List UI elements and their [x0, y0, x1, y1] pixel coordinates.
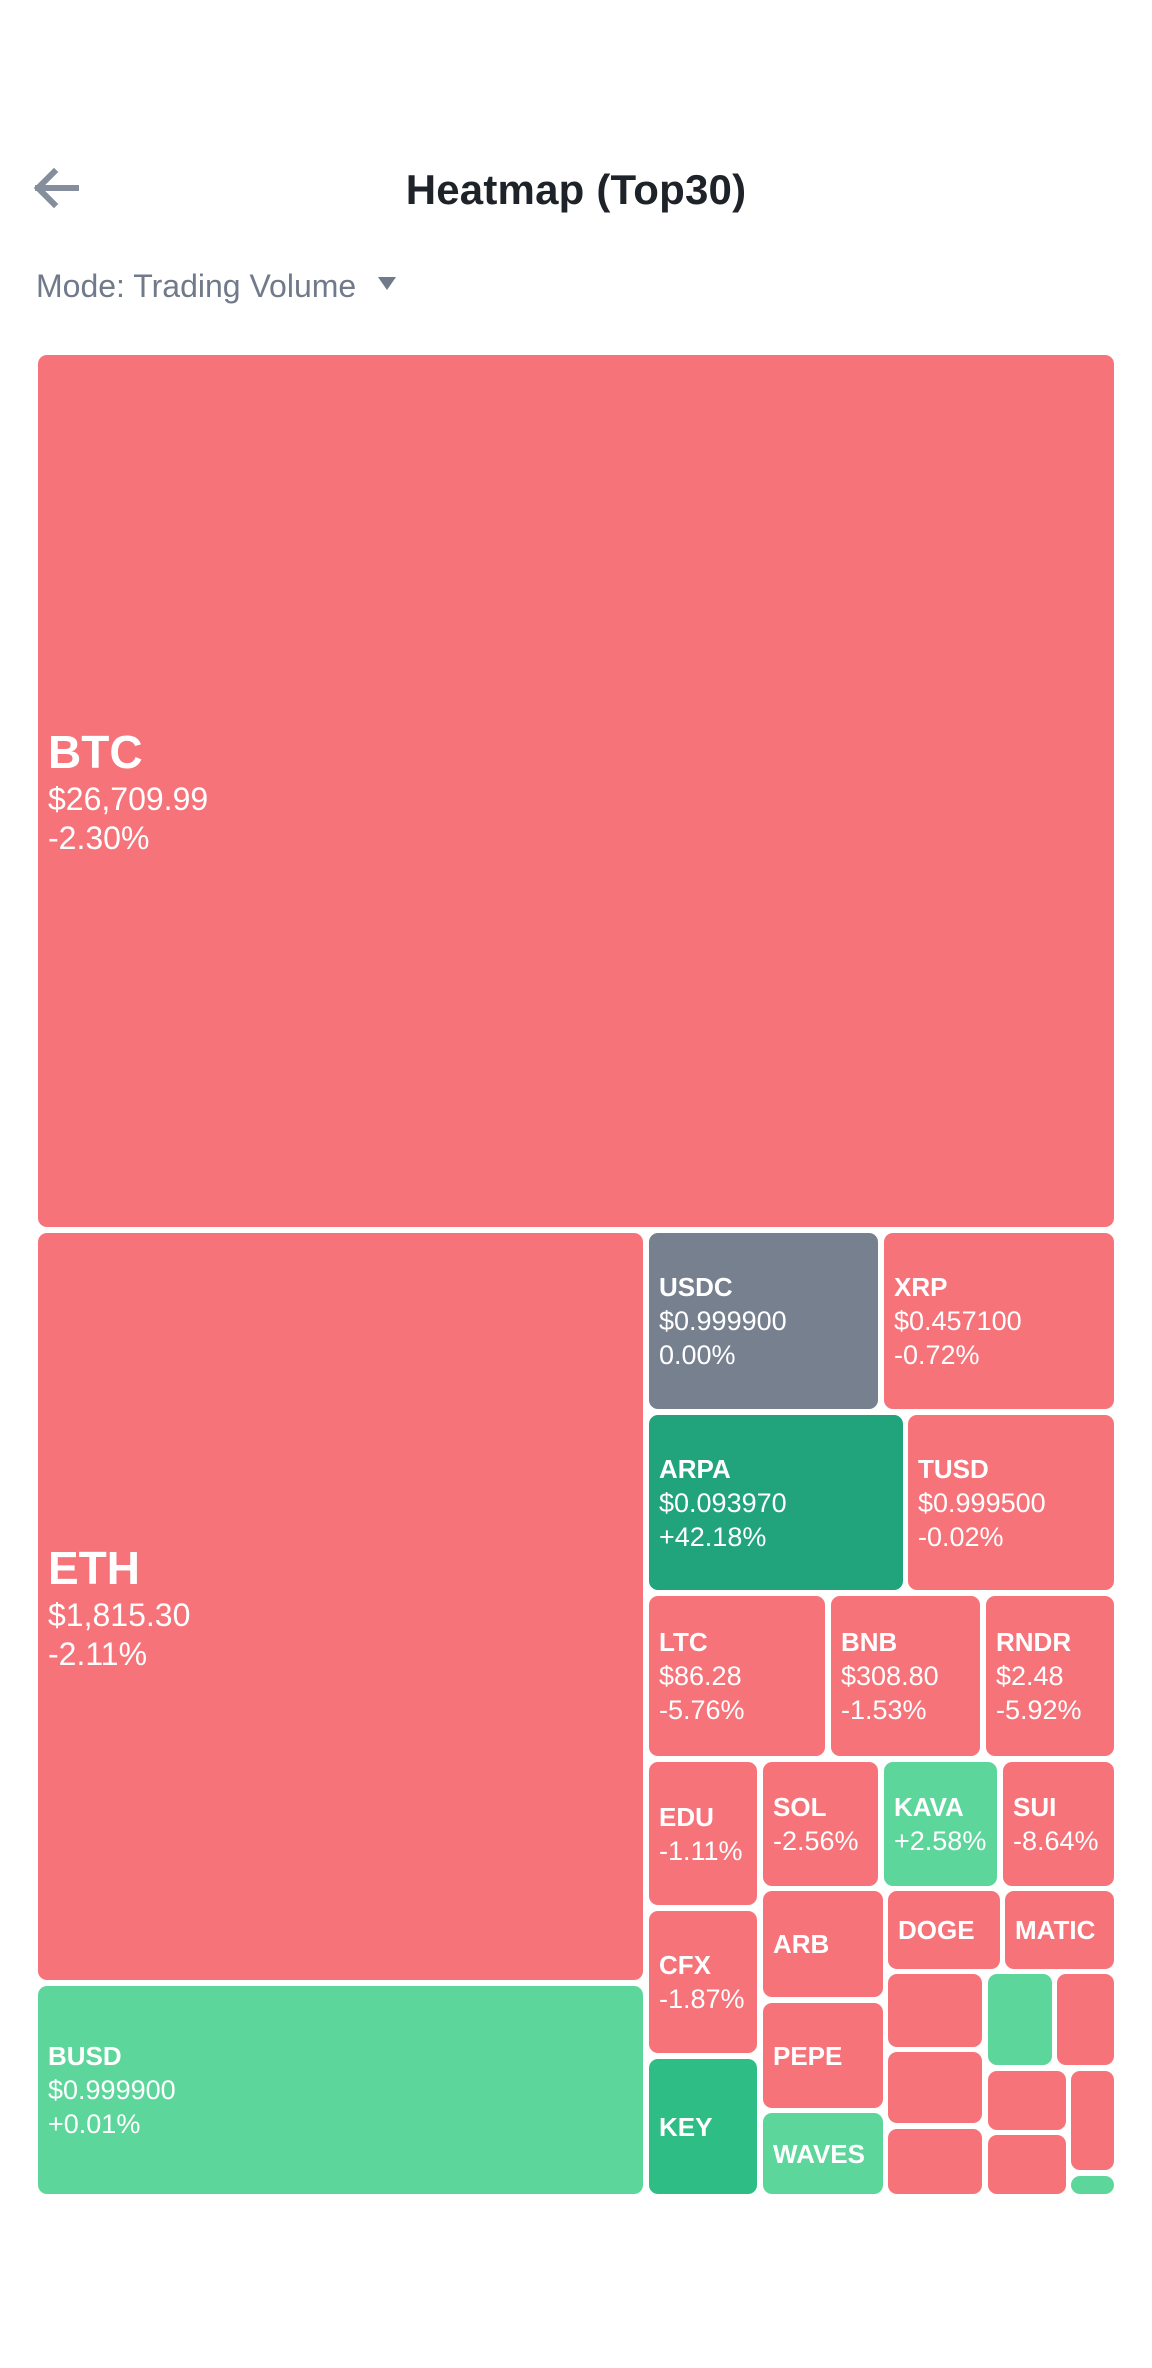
tile-arb[interactable]: ARB [763, 1891, 883, 1997]
tile-change: -2.30% [48, 820, 150, 856]
tile-tusd[interactable]: TUSD $0.999500 -0.02% [908, 1415, 1114, 1590]
tile-ltc[interactable]: LTC $86.28 -5.76% [649, 1596, 825, 1756]
tile-unlabeled[interactable] [1071, 2176, 1114, 2194]
tile-symbol: ETH [48, 1541, 140, 1594]
tile-price: $308.80 [841, 1661, 939, 1691]
tile-unlabeled[interactable] [1071, 2071, 1114, 2170]
tile-edu[interactable]: EDU -1.11% [649, 1762, 757, 1905]
tile-doge[interactable]: DOGE [888, 1891, 1000, 1969]
tile-symbol: MATIC [1015, 1915, 1096, 1945]
tile-change: -1.53% [841, 1695, 927, 1725]
tile-bnb[interactable]: BNB $308.80 -1.53% [831, 1596, 980, 1756]
mode-label: Mode: Trading Volume [36, 268, 357, 304]
tile-symbol: XRP [894, 1272, 948, 1302]
tile-btc[interactable]: BTC $26,709.99 -2.30% [38, 355, 1114, 1227]
mode-selector[interactable]: Mode: Trading Volume [36, 268, 397, 305]
caret-down-icon [378, 277, 397, 290]
tile-price: $1,815.30 [48, 1596, 191, 1633]
tile-change: -5.92% [996, 1695, 1082, 1725]
tile-symbol: ARB [773, 1929, 830, 1959]
tile-cfx[interactable]: CFX -1.87% [649, 1911, 757, 2053]
tile-symbol: WAVES [773, 2138, 865, 2169]
tile-waves[interactable]: WAVES [763, 2113, 883, 2194]
tile-busd[interactable]: BUSD $0.999900 +0.01% [38, 1986, 643, 2194]
page-title: Heatmap (Top30) [405, 166, 747, 213]
tile-change: -5.76% [659, 1695, 745, 1725]
tile-change: -1.11% [659, 1835, 743, 1866]
tile-symbol: BNB [841, 1627, 898, 1657]
tile-change: -0.72% [894, 1340, 980, 1370]
tile-change: +42.18% [659, 1521, 767, 1552]
tile-symbol: SUI [1013, 1792, 1057, 1822]
tile-change: -8.64% [1013, 1826, 1099, 1856]
tile-symbol: BTC [48, 726, 143, 778]
tile-symbol: LTC [659, 1627, 708, 1657]
tile-rndr[interactable]: RNDR $2.48 -5.92% [986, 1596, 1114, 1756]
tile-price: $2.48 [996, 1661, 1064, 1691]
tile-unlabeled[interactable] [988, 2135, 1066, 2194]
tile-price: $86.28 [659, 1661, 742, 1691]
tile-unlabeled[interactable] [988, 1974, 1052, 2065]
tile-pepe[interactable]: PEPE [763, 2003, 883, 2108]
tile-change: 0.00% [659, 1340, 736, 1370]
tile-price: $0.457100 [894, 1306, 1022, 1336]
tile-price: $26,709.99 [48, 781, 209, 817]
tile-unlabeled[interactable] [888, 1974, 982, 2047]
tile-symbol: EDU [659, 1801, 714, 1832]
tile-symbol: USDC [659, 1272, 733, 1302]
tile-xrp[interactable]: XRP $0.457100 -0.72% [884, 1233, 1114, 1409]
tile-change: +2.58% [894, 1826, 987, 1856]
tile-unlabeled[interactable] [988, 2071, 1066, 2130]
tile-symbol: CFX [659, 1950, 711, 1980]
tile-symbol: SOL [773, 1792, 827, 1822]
tile-change: -2.56% [773, 1826, 859, 1856]
arrow-left-icon [33, 167, 79, 209]
tile-change: -1.87% [659, 1984, 745, 2014]
tile-change: -2.11% [48, 1635, 148, 1672]
tile-symbol: DOGE [898, 1915, 975, 1945]
tile-eth[interactable]: ETH $1,815.30 -2.11% [38, 1233, 643, 1980]
tile-symbol: ARPA [659, 1453, 731, 1484]
tile-sol[interactable]: SOL -2.56% [763, 1762, 878, 1886]
tile-matic[interactable]: MATIC [1005, 1891, 1114, 1969]
tile-usdc[interactable]: USDC $0.999900 0.00% [649, 1233, 878, 1409]
tile-symbol: TUSD [918, 1453, 989, 1484]
tile-symbol: PEPE [773, 2040, 843, 2071]
tile-change: -0.02% [918, 1521, 1004, 1552]
tile-unlabeled[interactable] [1057, 1974, 1114, 2065]
tile-price: $0.999500 [918, 1487, 1046, 1518]
tile-arpa[interactable]: ARPA $0.093970 +42.18% [649, 1415, 903, 1590]
tile-price: $0.093970 [659, 1487, 787, 1518]
tile-symbol: RNDR [996, 1627, 1072, 1657]
tile-sui[interactable]: SUI -8.64% [1003, 1762, 1114, 1886]
tile-key[interactable]: KEY [649, 2059, 757, 2194]
tile-symbol: BUSD [48, 2041, 122, 2071]
tile-price: $0.999900 [48, 2075, 176, 2105]
tile-symbol: KEY [659, 2111, 713, 2142]
back-button[interactable] [30, 162, 86, 214]
tile-price: $0.999900 [659, 1306, 787, 1336]
tile-change: +0.01% [48, 2109, 141, 2139]
tile-unlabeled[interactable] [888, 2052, 982, 2123]
tile-kava[interactable]: KAVA +2.58% [884, 1762, 997, 1886]
tile-unlabeled[interactable] [888, 2129, 982, 2194]
tile-symbol: KAVA [894, 1792, 964, 1822]
